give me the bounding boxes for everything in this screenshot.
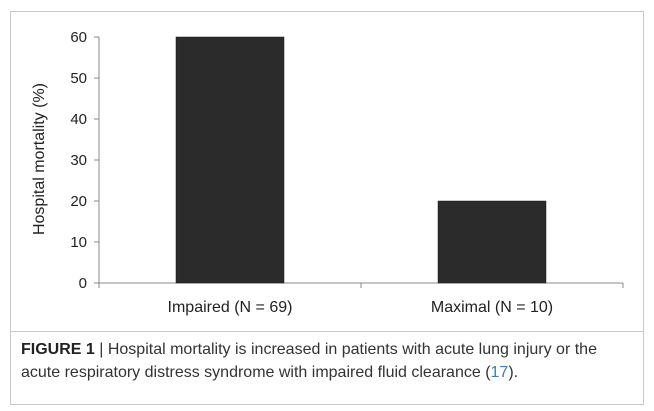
caption-figure-label: FIGURE 1 [21, 341, 95, 358]
figure-frame [10, 11, 644, 405]
y-tick-label: 50 [70, 70, 87, 87]
caption-divider [11, 331, 643, 332]
y-ticks: 0 10 20 30 40 50 60 [70, 29, 99, 292]
bars [175, 36, 547, 284]
y-tick-label: 20 [70, 193, 87, 210]
y-tick-label: 10 [70, 234, 87, 251]
bar-chart: Hospital mortality (%) 0 10 20 30 40 50 60 Imp… [31, 29, 624, 316]
bar-2 [437, 200, 547, 284]
y-tick-label: 0 [79, 275, 87, 292]
y-tick-label: 30 [70, 152, 87, 169]
figure-caption: FIGURE 1 | Hospital mortality is increas… [21, 338, 636, 384]
caption-separator: | [94, 341, 108, 358]
caption-text: Hospital mortality is increased in patie… [21, 341, 597, 381]
y-axis-label: Hospital mortality (%) [31, 83, 48, 235]
x-tick-label: Maximal (N = 10) [431, 299, 553, 316]
y-tick-label: 60 [70, 29, 87, 46]
x-tick-labels: Impaired (N = 69) Maximal (N = 10) [168, 299, 554, 316]
x-ticks [98, 283, 624, 288]
y-tick-label: 40 [70, 111, 87, 128]
caption-text-end: ). [508, 364, 519, 381]
bar-1 [175, 36, 285, 284]
x-tick-label: Impaired (N = 69) [168, 299, 293, 316]
caption-reference-link[interactable]: 17 [490, 364, 509, 381]
